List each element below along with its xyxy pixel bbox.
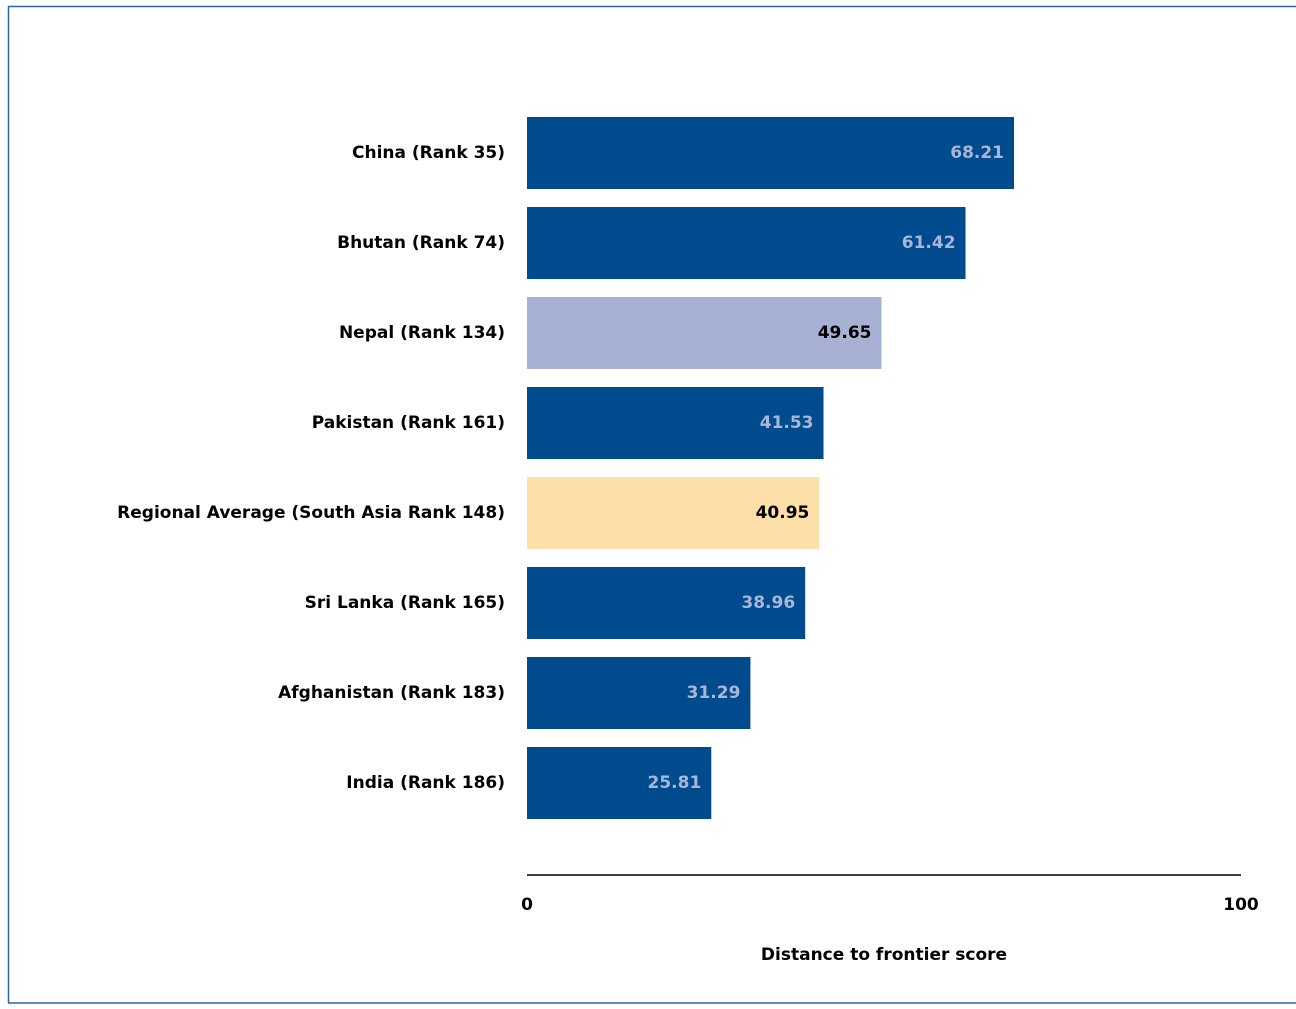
y-tick-label: Bhutan (Rank 74) [337, 233, 505, 253]
value-label: 68.21 [950, 143, 1004, 163]
value-label: 38.96 [741, 593, 795, 613]
value-label: 31.29 [687, 683, 741, 703]
x-tick-label: 0 [521, 895, 533, 915]
bar [527, 657, 751, 729]
bar [527, 207, 966, 279]
y-tick-label: Regional Average (South Asia Rank 148) [117, 503, 505, 523]
y-tick-label: Afghanistan (Rank 183) [278, 683, 505, 703]
value-label: 41.53 [760, 413, 814, 433]
bar [527, 477, 820, 549]
value-label: 25.81 [648, 773, 702, 793]
y-tick-label: Sri Lanka (Rank 165) [305, 593, 505, 613]
y-tick-label: Nepal (Rank 134) [339, 323, 505, 343]
bar [527, 297, 882, 369]
bar [527, 567, 806, 639]
value-label: 49.65 [818, 323, 872, 343]
x-axis-label: Distance to frontier score [761, 945, 1007, 965]
bar [527, 387, 824, 459]
y-tick-label: India (Rank 186) [346, 773, 505, 793]
x-tick-label: 100 [1223, 895, 1259, 915]
bar [527, 117, 1015, 189]
y-tick-label: China (Rank 35) [352, 143, 505, 163]
y-tick-label: Pakistan (Rank 161) [312, 413, 505, 433]
value-label: 40.95 [756, 503, 810, 523]
value-label: 61.42 [902, 233, 956, 253]
bar [527, 747, 712, 819]
